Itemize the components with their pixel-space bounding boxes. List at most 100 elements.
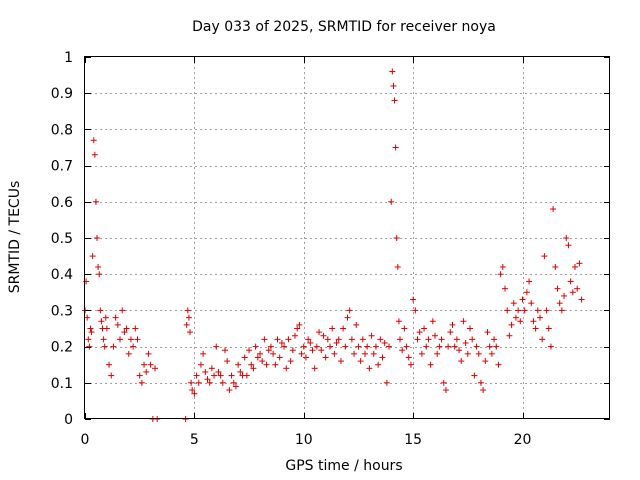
x-tick-label: 5 [190, 432, 199, 448]
data-point [392, 144, 399, 151]
data-point [117, 336, 123, 343]
data-point [460, 318, 467, 325]
data-point [101, 343, 108, 350]
data-point [300, 343, 307, 350]
x-tick-label: 10 [295, 432, 313, 448]
data-point [432, 332, 438, 339]
data-point [473, 343, 480, 350]
data-point [85, 336, 92, 343]
data-point [267, 343, 274, 350]
data-point [252, 343, 259, 350]
y-tick-label: 0 [64, 412, 73, 428]
data-point [189, 387, 196, 394]
data-point [102, 314, 109, 321]
data-point [508, 321, 515, 328]
data-point [495, 361, 502, 368]
data-point [366, 365, 373, 372]
data-point [493, 343, 500, 350]
data-point [414, 336, 421, 343]
data-point [469, 336, 476, 343]
data-point [377, 336, 384, 343]
data-point [94, 235, 101, 241]
data-point [381, 339, 388, 346]
data-point [491, 336, 498, 343]
data-point [357, 358, 364, 365]
plot-frame [84, 56, 610, 419]
data-point [372, 343, 379, 350]
data-point [348, 336, 355, 343]
data-point [567, 278, 574, 285]
data-point [296, 321, 303, 328]
data-point [502, 285, 508, 292]
data-point [552, 263, 559, 270]
data-point [224, 358, 231, 365]
data-point [362, 350, 368, 357]
data-point [228, 372, 235, 379]
data-point [355, 343, 362, 350]
data-point [103, 325, 110, 332]
data-point [572, 263, 578, 270]
data-point [294, 325, 301, 332]
data-point [519, 296, 526, 303]
data-point [243, 372, 250, 379]
x-tick-label: 20 [514, 432, 532, 448]
data-point [550, 206, 557, 213]
data-point [445, 343, 452, 350]
data-point [309, 347, 316, 354]
data-point [184, 307, 191, 314]
data-point [526, 278, 533, 285]
data-point [84, 314, 91, 321]
data-point [456, 347, 463, 354]
y-tick-labels: 0 0.1 0.2 0.3 0.4 0.5 0.6 0.7 0.8 0.9 1 [51, 50, 73, 428]
data-point [202, 368, 209, 375]
data-point [95, 263, 102, 270]
data-point [370, 350, 377, 357]
data-point [193, 372, 200, 379]
x-axis-title: GPS time / hours [285, 458, 402, 474]
data-point [318, 347, 325, 354]
data-point [391, 97, 398, 104]
data-point [274, 336, 281, 343]
data-point [248, 361, 255, 368]
data-point [125, 350, 132, 357]
data-point [397, 336, 403, 343]
data-point [331, 350, 338, 357]
data-point [213, 343, 220, 350]
data-points [82, 68, 585, 422]
data-point [114, 321, 121, 328]
data-point [83, 278, 90, 285]
data-point [307, 339, 314, 346]
data-point [477, 379, 484, 386]
data-point [405, 354, 412, 361]
data-point [123, 325, 130, 332]
data-point [515, 307, 522, 314]
data-point [418, 350, 425, 357]
data-point [558, 307, 565, 314]
data-point [188, 379, 195, 386]
data-point [563, 235, 570, 241]
data-point [389, 68, 396, 75]
data-point [561, 292, 568, 299]
data-point [442, 387, 449, 394]
data-point [565, 242, 572, 249]
data-point [451, 343, 458, 350]
data-point [486, 343, 493, 350]
data-point [187, 329, 193, 336]
data-point [386, 343, 393, 350]
data-point [147, 361, 154, 368]
data-point [569, 289, 576, 296]
data-point [416, 329, 423, 336]
x-tick-label: 15 [404, 432, 422, 448]
data-point [145, 350, 152, 357]
data-point [537, 314, 543, 321]
data-point [86, 343, 93, 350]
data-point [528, 300, 535, 307]
y-tick-label: 0.5 [51, 231, 73, 247]
data-point [185, 314, 192, 321]
y-tick-label: 0.1 [51, 376, 73, 392]
data-point [438, 336, 445, 343]
data-point [241, 354, 248, 361]
data-point [208, 365, 215, 372]
data-point [197, 361, 204, 368]
data-point [119, 307, 126, 314]
